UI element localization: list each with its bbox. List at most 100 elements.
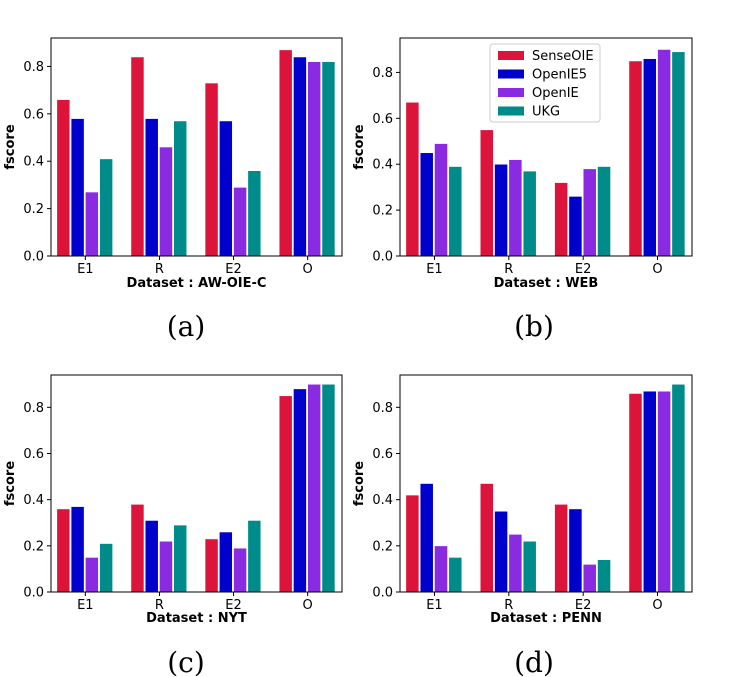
bar-senseoie-o bbox=[278, 395, 293, 593]
x-tick-label: E2 bbox=[575, 598, 592, 613]
x-tick-label: R bbox=[155, 598, 164, 613]
bar-openie5-o bbox=[642, 58, 657, 257]
plot-frame bbox=[50, 37, 343, 257]
y-tick-label: 0.8 bbox=[23, 60, 44, 75]
bar-senseoie-e1 bbox=[56, 508, 71, 593]
legend-swatch-openie5 bbox=[498, 69, 524, 79]
bar-senseoie-e1 bbox=[405, 494, 420, 593]
y-axis-title: fscore bbox=[3, 124, 18, 169]
panel-label: (b) bbox=[514, 310, 554, 343]
y-tick-label: 0.2 bbox=[372, 539, 393, 554]
x-axis-title: Dataset : NYT bbox=[146, 611, 247, 626]
bar-ukg-r bbox=[173, 524, 188, 593]
y-axis-title: fscore bbox=[3, 461, 18, 506]
bar-senseoie-o bbox=[628, 60, 643, 257]
legend-label-senseoie: SenseOIE bbox=[532, 49, 594, 64]
legend-swatch-senseoie bbox=[498, 51, 524, 60]
bar-openie-e1 bbox=[85, 191, 99, 257]
bar-senseoie-e2 bbox=[204, 82, 219, 257]
panel-label: (c) bbox=[167, 646, 205, 677]
bar-ukg-r bbox=[522, 170, 537, 257]
bar-ukg-e1 bbox=[99, 543, 113, 593]
bar-openie5-e2 bbox=[568, 196, 583, 257]
x-tick-label: O bbox=[652, 262, 662, 277]
bar-senseoie-r bbox=[479, 483, 494, 593]
bar-senseoie-e2 bbox=[554, 503, 568, 593]
bar-ukg-r bbox=[173, 120, 188, 257]
x-tick-label: O bbox=[303, 598, 313, 613]
plot-frame bbox=[50, 374, 343, 593]
bar-ukg-e1 bbox=[448, 557, 463, 593]
y-tick-label: 0.2 bbox=[23, 539, 44, 554]
bar-ukg-e2 bbox=[597, 559, 611, 593]
chart-panel: 0.0 0.2 0.4 0.6 0.8 E1 R E2 O Dataset : WEB fscore… bbox=[352, 37, 693, 343]
bar-openie-e2 bbox=[582, 563, 597, 593]
x-tick-label: O bbox=[303, 262, 313, 277]
bar-openie5-o bbox=[642, 390, 657, 593]
bar-openie-o bbox=[307, 61, 322, 257]
plot-frame bbox=[399, 37, 693, 257]
bar-ukg-o bbox=[671, 383, 686, 593]
bar-openie-e1 bbox=[434, 143, 448, 257]
bar-openie5-r bbox=[494, 163, 508, 257]
bar-openie-o bbox=[657, 390, 671, 593]
legend-label-openie: OpenIE bbox=[532, 86, 579, 101]
y-axis-title: fscore bbox=[352, 124, 367, 169]
x-tick-label: R bbox=[504, 598, 513, 613]
x-tick-label: O bbox=[652, 598, 662, 613]
y-tick-label: 0.0 bbox=[23, 250, 44, 265]
x-tick-label: E2 bbox=[225, 598, 242, 613]
y-tick-label: 0.4 bbox=[372, 493, 393, 508]
legend-box bbox=[489, 43, 601, 123]
bar-openie5-r bbox=[144, 118, 159, 257]
y-tick-label: 0.0 bbox=[372, 250, 393, 265]
x-tick-label: E1 bbox=[426, 262, 443, 277]
chart-panel: 0.0 0.2 0.4 0.6 0.8 E1 R E2 O Dataset : NYT fscore… bbox=[3, 374, 343, 677]
x-tick-label: R bbox=[504, 262, 513, 277]
bar-senseoie-e1 bbox=[56, 99, 71, 257]
bar-openie5-e2 bbox=[219, 531, 233, 593]
bar-openie-r bbox=[508, 159, 523, 257]
bar-openie5-e1 bbox=[419, 152, 434, 257]
bar-senseoie-e2 bbox=[554, 182, 568, 257]
legend-swatch-ukg bbox=[498, 106, 524, 116]
bar-openie-e1 bbox=[434, 545, 448, 593]
bar-openie5-e1 bbox=[70, 118, 85, 257]
x-tick-label: R bbox=[155, 262, 164, 277]
bar-ukg-e2 bbox=[247, 520, 262, 593]
bar-openie-e1 bbox=[85, 557, 99, 593]
x-tick-label: E2 bbox=[225, 262, 242, 277]
bar-ukg-r bbox=[522, 540, 537, 593]
chart-panel: 0.0 0.2 0.4 0.6 0.8 E1 R E2 O Dataset : AW-OIE-C f… bbox=[3, 37, 343, 343]
bar-openie5-r bbox=[144, 520, 159, 593]
x-axis-title: Dataset : WEB bbox=[494, 276, 599, 291]
legend-label-openie5: OpenIE5 bbox=[532, 68, 587, 83]
y-tick-label: 0.4 bbox=[23, 155, 44, 170]
bar-openie5-o bbox=[293, 56, 307, 257]
bar-ukg-e2 bbox=[247, 170, 262, 257]
x-axis-title: Dataset : PENN bbox=[490, 611, 602, 626]
legend-label-ukg: UKG bbox=[532, 105, 560, 120]
bar-openie5-e2 bbox=[568, 508, 583, 593]
bar-ukg-e1 bbox=[99, 158, 113, 257]
plot-frame bbox=[399, 374, 693, 593]
bar-ukg-e1 bbox=[448, 166, 463, 257]
bar-openie5-e1 bbox=[419, 483, 434, 593]
x-tick-label: E2 bbox=[575, 262, 592, 277]
bar-senseoie-r bbox=[479, 129, 494, 257]
y-tick-label: 0.6 bbox=[23, 107, 44, 122]
x-axis-title: Dataset : AW-OIE-C bbox=[127, 276, 267, 291]
bar-openie5-e2 bbox=[219, 120, 233, 257]
y-tick-label: 0.4 bbox=[23, 493, 44, 508]
bar-openie-e2 bbox=[233, 186, 247, 257]
bar-ukg-o bbox=[321, 61, 336, 257]
legend: SenseOIE OpenIE5 OpenIE UKG bbox=[489, 43, 601, 123]
bar-ukg-o bbox=[671, 51, 686, 257]
y-tick-label: 0.2 bbox=[23, 202, 44, 217]
bar-senseoie-o bbox=[628, 393, 643, 593]
bar-senseoie-r bbox=[130, 56, 145, 257]
y-tick-label: 0.8 bbox=[372, 401, 393, 416]
bar-openie-r bbox=[508, 533, 523, 593]
bar-senseoie-o bbox=[278, 49, 293, 257]
